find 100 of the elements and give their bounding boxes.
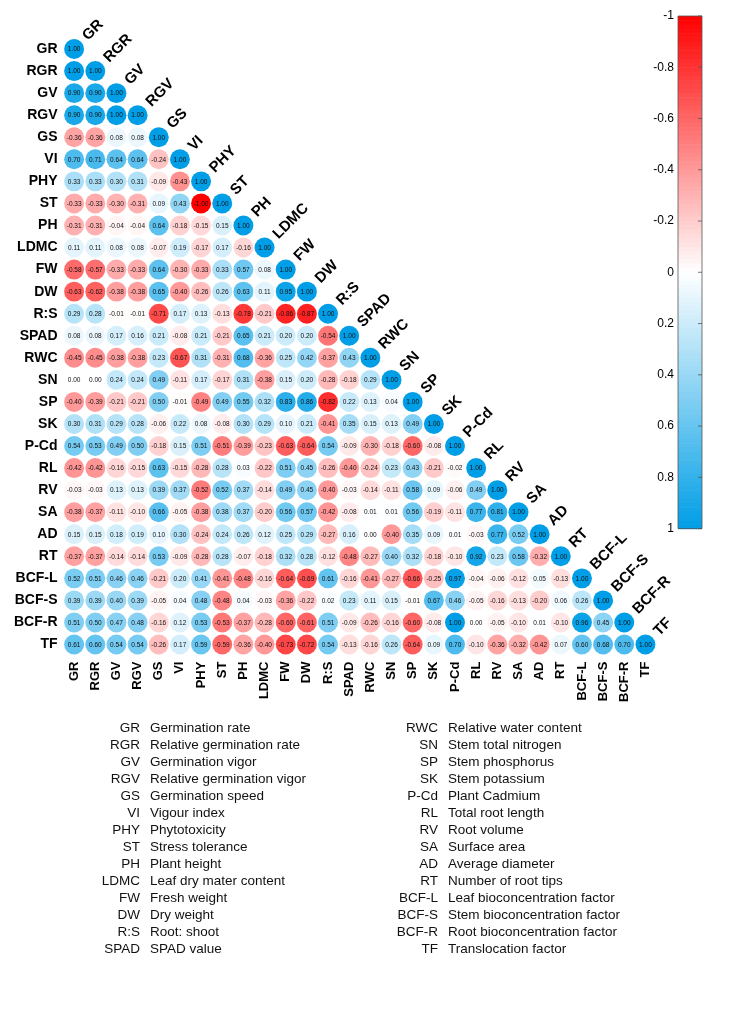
x-tick-label: SN <box>383 661 399 680</box>
text: GV Germination vigor <box>119 754 258 769</box>
y-tick-label: FW <box>35 260 59 277</box>
text: GS Germination speed <box>119 788 266 803</box>
y-tick-label: PHY <box>28 172 59 189</box>
text: VI Vigour index <box>126 805 226 820</box>
x-tick-label: DW <box>298 660 314 684</box>
y-tick-label: PH <box>38 216 58 233</box>
category-label: TF <box>649 613 675 639</box>
x-tick-label: SP <box>404 661 420 679</box>
y-tick-label: SA <box>38 503 58 520</box>
x-tick-label: RGR <box>86 660 102 691</box>
y-tick-label: RGV <box>27 106 59 123</box>
color-bar-label: -0.6 <box>653 110 675 125</box>
color-bar-label: 0.4 <box>657 367 675 382</box>
x-tick-label: RL <box>467 661 483 679</box>
color-bar-label: 0.8 <box>657 469 675 484</box>
x-tick-label: FW <box>277 660 293 682</box>
category-label: GR <box>78 15 107 44</box>
y-tick-label: R:S <box>33 304 58 321</box>
x-tick-label: TF <box>637 661 652 678</box>
text: BCF-L Leaf bioconcentration factor <box>398 890 616 905</box>
x-tick-label: ST <box>213 661 229 679</box>
text: RL Total root length <box>419 805 546 820</box>
y-tick-label: GR <box>36 39 58 56</box>
text: TF Translocation factor <box>420 941 568 956</box>
color-bar-label: 0.6 <box>657 418 675 433</box>
color-bar-label: -0.4 <box>653 162 675 177</box>
text: ST Stress tolerance <box>121 839 249 854</box>
y-tick-label: AD <box>37 525 58 542</box>
y-tick-label: P-Cd <box>24 436 58 453</box>
x-tick-label: SPAD <box>340 661 356 697</box>
text: AD Average diameter <box>418 856 556 871</box>
x-tick-label: GS <box>150 661 166 681</box>
text: SP Stem phosphorus <box>419 754 555 769</box>
x-tick-label: VI <box>171 661 187 674</box>
y-tick-label: LDMC <box>17 238 58 255</box>
text: RGR Relative germination rate <box>109 737 302 752</box>
color-bar-label: -0.8 <box>653 59 675 74</box>
text: GR Germination rate <box>118 720 252 735</box>
x-tick-label: GR <box>65 660 81 682</box>
text: SA Surface area <box>419 839 527 854</box>
text: RWC Relative water content <box>405 720 583 735</box>
y-tick-label: BCF-R <box>14 613 58 630</box>
color-bar-label: 1 <box>667 520 675 535</box>
text: DW Dry weight <box>116 907 215 922</box>
color-bar-label: 0 <box>667 264 675 279</box>
y-tick-label: BCF-S <box>14 591 58 608</box>
text: RGV Relative germination vigor <box>109 771 307 786</box>
x-tick-label: BCF-S <box>594 661 610 702</box>
x-tick-label: GV <box>108 661 124 681</box>
text: BCF-S Stem bioconcentration factor <box>396 907 620 922</box>
text: P-Cd Plant Cadmium <box>406 788 542 803</box>
y-tick-label: SP <box>38 392 58 409</box>
y-tick-label: SK <box>38 414 58 431</box>
x-tick-label: RT <box>552 661 568 679</box>
y-tick-label: VI <box>44 150 58 167</box>
x-tick-label: SA <box>510 660 526 680</box>
text: BCF-R Root bioconcentration factor <box>395 924 618 939</box>
x-tick-label: P-Cd <box>446 661 462 692</box>
y-tick-label: BCF-L <box>15 569 58 586</box>
color-bar-label: -1 <box>663 8 675 23</box>
y-tick-label: GV <box>37 84 59 100</box>
y-tick-label: ST <box>39 194 58 211</box>
text: PHY Phytotoxicity <box>111 822 227 837</box>
x-tick-label: LDMC <box>256 660 272 700</box>
x-tick-label: PHY <box>192 661 208 689</box>
x-tick-label: RWC <box>361 660 377 693</box>
y-tick-label: RT <box>38 547 58 564</box>
x-tick-label: BCF-R <box>615 660 631 702</box>
text: RV Root volume <box>418 822 525 837</box>
y-tick-label: RV <box>38 481 59 498</box>
text: RT Number of root tips <box>419 873 564 888</box>
y-tick-label: RGR <box>26 61 58 78</box>
y-tick-label: SPAD <box>19 326 58 343</box>
y-tick-label: DW <box>34 282 59 299</box>
color-bar-label: 0.2 <box>657 315 675 330</box>
y-tick-label: RWC <box>24 348 58 365</box>
y-tick-label: GS <box>37 128 58 145</box>
color-bar-label: -0.2 <box>653 213 675 228</box>
x-tick-label: RV <box>488 661 504 680</box>
y-tick-label: SN <box>38 370 58 387</box>
text: SN Stem total nitrogen <box>418 737 563 752</box>
x-tick-label: SK <box>425 660 441 680</box>
text: R:S Root: shoot <box>116 924 221 939</box>
text: SK Stem potassium <box>419 771 546 786</box>
y-tick-label: TF <box>40 635 58 652</box>
x-tick-label: RGV <box>129 661 145 690</box>
y-tick-label: RL <box>38 458 58 475</box>
text: SPAD SPAD value <box>103 941 223 956</box>
text: PH Plant height <box>120 856 223 871</box>
category-label: GV <box>120 59 148 88</box>
x-tick-label: BCF-L <box>573 661 589 701</box>
category-label: VI <box>183 131 206 154</box>
x-tick-label: PH <box>234 661 250 680</box>
x-tick-label: R:S <box>319 661 335 684</box>
category-label: GS <box>162 104 191 132</box>
x-tick-label: AD <box>531 661 547 681</box>
text: LDMC Leaf dry mater content <box>100 873 287 888</box>
text: FW Fresh weight <box>118 890 229 905</box>
